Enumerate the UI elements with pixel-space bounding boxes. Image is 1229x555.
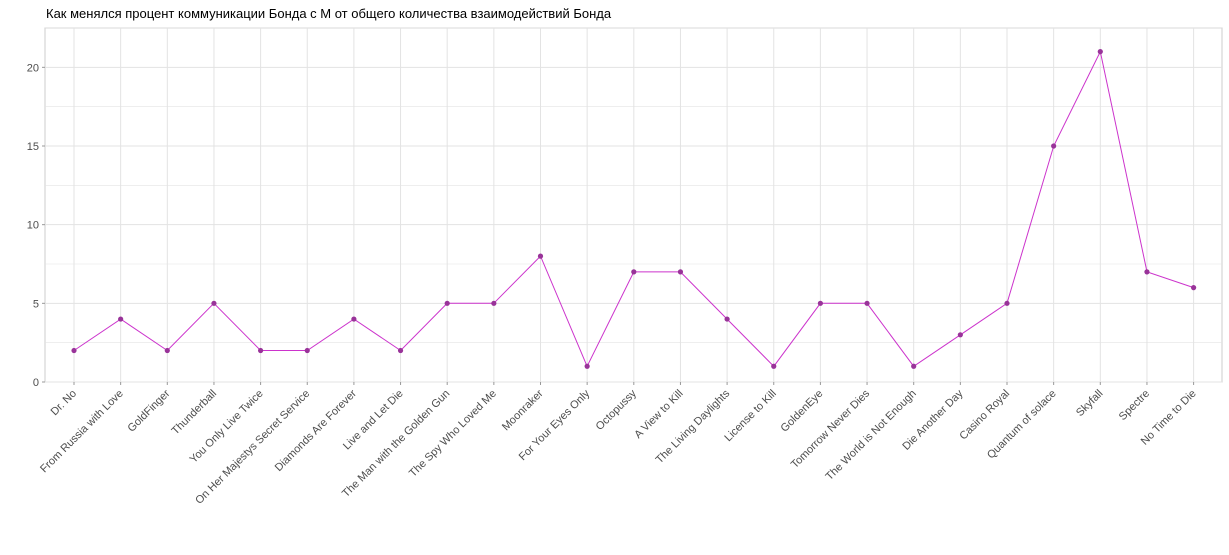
data-point: [1051, 143, 1057, 149]
data-point: [771, 363, 777, 369]
data-point: [911, 363, 917, 369]
x-tick-label: Tomorrow Never Dies: [789, 387, 873, 471]
data-point: [491, 300, 497, 306]
data-point: [1004, 300, 1010, 306]
data-point: [444, 300, 450, 306]
x-tick-label: GoldenEye: [779, 388, 826, 435]
x-tick-label: Moonraker: [500, 387, 546, 433]
x-tick-label: GoldFinger: [125, 387, 172, 434]
data-points: [71, 49, 1197, 369]
y-tick-label: 0: [33, 377, 39, 389]
data-point: [304, 347, 310, 354]
x-tick-label: From Russia with Love: [38, 388, 126, 476]
data-point: [724, 316, 730, 322]
data-point: [118, 316, 124, 322]
data-point: [584, 363, 590, 369]
x-tick-label: Thunderball: [170, 388, 220, 438]
x-tick-label: Skyfall: [1074, 388, 1105, 419]
y-tick-label: 20: [27, 62, 39, 74]
x-tick-label: Dr. No: [49, 388, 80, 419]
data-point: [817, 300, 824, 306]
y-tick-label: 5: [33, 298, 39, 310]
y-axis: 0 5 10 15 20: [27, 62, 45, 389]
data-point: [537, 253, 544, 259]
x-tick-label: Octopussy: [594, 387, 640, 433]
y-tick-label: 15: [27, 141, 39, 153]
data-point: [957, 332, 963, 338]
x-tick-label: The World is Not Enough: [824, 388, 919, 483]
data-point: [1144, 269, 1150, 275]
data-point: [631, 269, 637, 275]
y-tick-label: 10: [27, 220, 39, 232]
data-point: [258, 347, 264, 354]
data-point: [1191, 285, 1197, 291]
data-point: [211, 300, 217, 306]
x-tick-label: The Spy Who Loved Me: [407, 388, 499, 480]
grid: [45, 27, 1222, 383]
chart-title: Как менялся процент коммуникации Бонда с…: [46, 6, 612, 21]
data-point: [164, 347, 170, 354]
data-point: [864, 300, 870, 306]
x-tick-label: Spectre: [1117, 388, 1152, 423]
x-tick-label: Diamonds Are Forever: [273, 387, 360, 474]
data-point: [71, 347, 77, 354]
data-point: [397, 347, 404, 354]
data-point: [677, 269, 684, 275]
data-point: [1097, 49, 1103, 55]
data-point: [351, 316, 357, 322]
